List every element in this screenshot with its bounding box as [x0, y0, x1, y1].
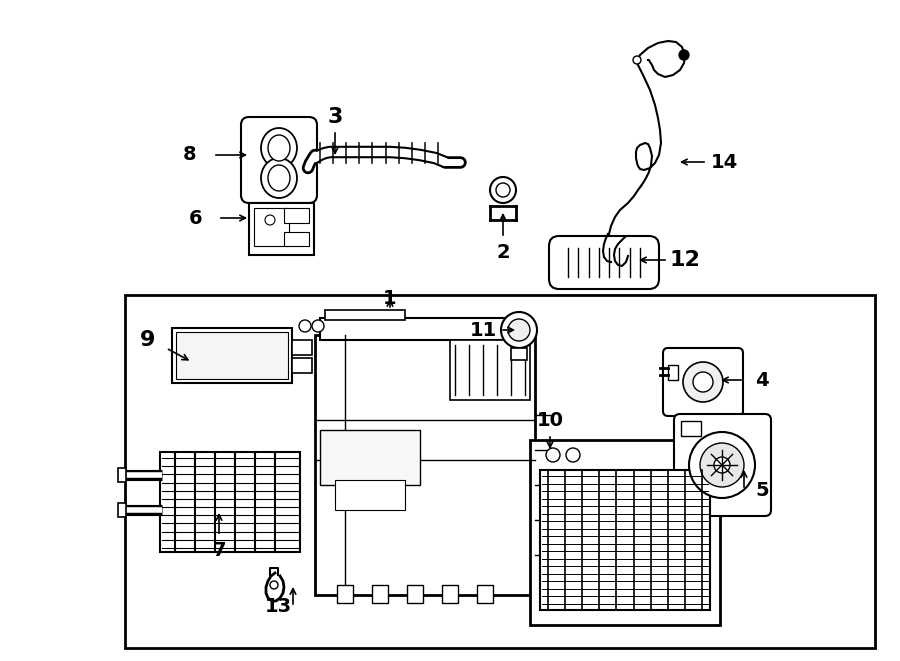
Bar [125, 295, 875, 648]
Bar [335, 480, 405, 510]
Bar [668, 365, 678, 380]
Circle shape [508, 319, 530, 341]
Bar [511, 348, 527, 360]
Text: 10: 10 [536, 410, 563, 430]
Text: 4: 4 [755, 371, 769, 389]
FancyBboxPatch shape [663, 348, 743, 416]
Circle shape [496, 183, 510, 197]
Circle shape [693, 372, 713, 392]
Bar [292, 358, 312, 373]
Bar [530, 440, 720, 625]
Circle shape [689, 432, 755, 498]
Circle shape [270, 581, 278, 589]
Bar [407, 585, 423, 603]
Text: 5: 5 [755, 481, 769, 500]
Bar [254, 208, 289, 246]
Circle shape [490, 177, 516, 203]
Ellipse shape [268, 165, 290, 191]
Text: 11: 11 [470, 321, 497, 340]
Bar [337, 585, 353, 603]
Circle shape [546, 448, 560, 462]
Circle shape [265, 215, 275, 225]
Text: 3: 3 [328, 107, 343, 127]
Bar [325, 310, 405, 320]
Ellipse shape [268, 135, 290, 161]
FancyBboxPatch shape [241, 117, 317, 203]
Bar [160, 452, 300, 552]
Text: 14: 14 [710, 153, 738, 171]
Circle shape [566, 448, 580, 462]
Bar [320, 430, 420, 485]
Text: 12: 12 [670, 250, 700, 270]
Circle shape [683, 362, 723, 402]
Bar [477, 585, 493, 603]
Bar [292, 340, 312, 355]
Bar [681, 421, 701, 436]
FancyBboxPatch shape [549, 236, 659, 289]
Text: 7: 7 [212, 541, 226, 559]
Circle shape [501, 312, 537, 348]
Bar [540, 470, 710, 610]
Bar [442, 585, 458, 603]
Circle shape [700, 443, 744, 487]
Circle shape [714, 457, 730, 473]
Bar [315, 335, 535, 595]
Text: 6: 6 [189, 208, 202, 227]
Bar [284, 208, 309, 223]
Bar [249, 203, 314, 255]
Text: 1: 1 [383, 288, 397, 307]
Circle shape [299, 320, 311, 332]
Bar [320, 318, 520, 340]
Text: 13: 13 [265, 598, 292, 617]
Bar [450, 340, 530, 400]
Bar [372, 585, 388, 603]
Circle shape [312, 320, 324, 332]
Bar [118, 503, 126, 517]
Text: 9: 9 [140, 330, 156, 350]
Bar [118, 468, 126, 482]
Text: 2: 2 [496, 243, 509, 262]
Bar [176, 332, 288, 379]
Bar [284, 232, 309, 246]
Text: 8: 8 [184, 145, 197, 165]
FancyBboxPatch shape [674, 414, 771, 516]
Ellipse shape [261, 158, 297, 198]
Circle shape [633, 56, 641, 64]
Circle shape [679, 50, 689, 60]
Bar [172, 328, 292, 383]
Ellipse shape [261, 128, 297, 168]
